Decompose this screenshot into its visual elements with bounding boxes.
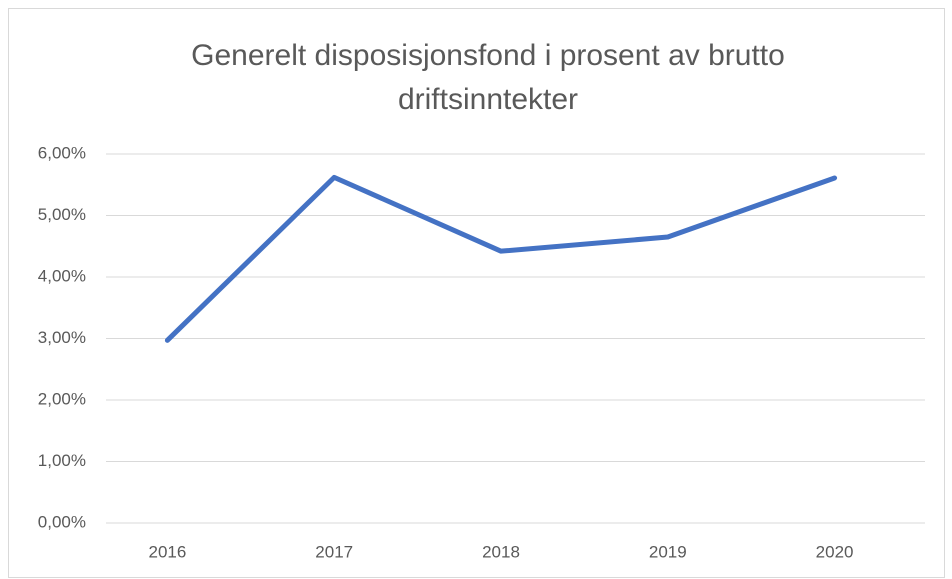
y-tick-label: 2,00% bbox=[38, 389, 86, 408]
y-tick-label: 5,00% bbox=[38, 205, 86, 224]
y-tick-label: 0,00% bbox=[38, 512, 86, 531]
y-tick-label: 3,00% bbox=[38, 328, 86, 347]
x-tick-label: 2020 bbox=[816, 542, 854, 561]
chart-border bbox=[8, 8, 945, 578]
x-tick-label: 2018 bbox=[482, 542, 520, 561]
x-tick-label: 2019 bbox=[649, 542, 687, 561]
x-tick-label: 2016 bbox=[148, 542, 186, 561]
x-tick-label: 2017 bbox=[315, 542, 353, 561]
data-line bbox=[164, 174, 838, 343]
chart-title: Generelt disposisjonsfond i prosent av b… bbox=[191, 39, 785, 116]
y-tick-label: 1,00% bbox=[38, 451, 86, 470]
y-tick-label: 4,00% bbox=[38, 266, 86, 285]
y-tick-label: 6,00% bbox=[38, 143, 86, 162]
